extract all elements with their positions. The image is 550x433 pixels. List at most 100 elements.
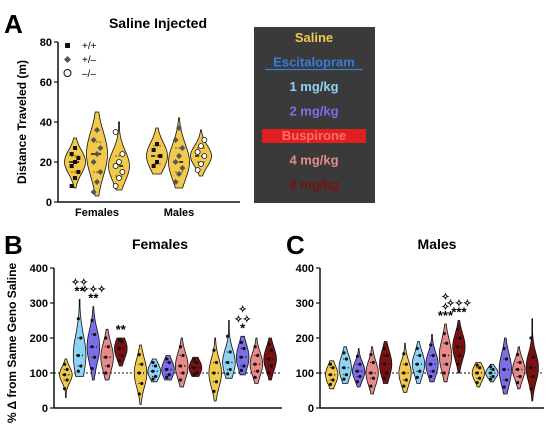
y-tick-label: 0 [42,403,48,415]
data-point [226,372,230,376]
data-point [475,381,479,385]
data-point [342,351,346,355]
data-point [429,362,433,366]
data-point [418,369,422,373]
data-point [117,359,122,363]
data-point [531,374,536,379]
data-point [491,367,495,372]
y-tick-label: 100 [30,368,48,380]
violin-body [338,346,352,384]
data-point [104,371,108,375]
data-point [201,153,208,159]
data-point [167,373,171,377]
significance-stars: ** [88,291,99,306]
data-point [456,362,460,366]
significance-sparkles: ✧✧✧ [446,299,471,310]
data-point [226,360,230,365]
data-point [404,378,408,382]
data-point [267,342,271,346]
chart-saline-injected: 0 20 40 60 80 Females Males [40,37,240,219]
violin-body [235,335,250,376]
data-point [404,362,408,366]
y-tick-label: 80 [40,37,52,49]
data-point [256,369,260,373]
data-point [371,360,375,365]
genotype-legend: +/+ +/– –/– [63,41,97,80]
drug-legend-label: 8 mg/kg [289,177,338,192]
data-point [458,336,462,340]
violin-body [512,346,526,390]
data-point [94,127,100,133]
y-tick-label: 300 [30,298,48,310]
data-point [445,362,449,366]
data-point [151,148,156,152]
data-point [76,317,80,321]
significance-stars: * [240,320,246,335]
significance-sparkles: ✧ [238,304,246,315]
data-point [119,151,126,157]
data-point [97,145,104,151]
data-point [456,345,460,349]
violin-body [100,328,114,381]
violin-body [398,342,412,393]
data-point [369,353,373,357]
data-point [212,348,216,352]
y-tick-label: 0 [308,403,314,415]
data-point [165,367,169,372]
drug-legend-label: 2 mg/kg [289,104,338,119]
data-point [518,374,522,379]
data-point [239,340,244,344]
data-point [214,380,219,384]
data-point [342,377,346,381]
violin-body [438,323,453,383]
data-point [178,345,183,349]
drug-legend-label: Saline [295,30,333,45]
data-point [158,154,163,158]
data-point [402,371,406,375]
data-point [504,357,509,361]
data-point [502,385,506,389]
data-point [415,346,419,351]
data-point [151,164,156,168]
violin-body [133,344,148,405]
violin-body [249,337,264,384]
significance-sparkles: ✧✧ [71,278,88,289]
data-point [94,151,100,157]
data-point [445,341,449,345]
data-point [97,169,104,175]
data-point [518,360,522,365]
significance-stars: *** [451,305,467,320]
data-point [355,354,360,358]
drug-legend-label: Buspirone [282,128,346,143]
data-point [165,375,169,379]
data-point [253,362,257,366]
significance-sparkles: ✧✧✧ [81,285,106,296]
data-point [176,153,182,159]
data-point [228,350,232,354]
data-point [69,164,74,168]
violin-body [59,358,73,398]
data-point [253,375,257,379]
data-point [73,176,77,180]
data-point [201,137,208,143]
data-point [415,362,419,366]
data-point [489,365,493,369]
panel-c-title: Males [418,236,457,252]
data-point [90,159,97,165]
legend-circle-marker [63,69,72,77]
data-point [344,373,349,377]
significance-sparkles: ✧✧ [234,314,251,325]
data-point [475,371,479,375]
data-point [442,353,446,358]
data-point [92,355,97,359]
data-point [382,362,386,366]
data-point [106,345,110,349]
data-point [112,163,119,169]
data-point [76,353,80,358]
data-point [179,145,186,151]
data-point [90,318,94,323]
violin-body [86,306,100,381]
data-point [137,392,141,396]
x-group-label: Males [164,207,195,219]
data-point [267,357,271,361]
